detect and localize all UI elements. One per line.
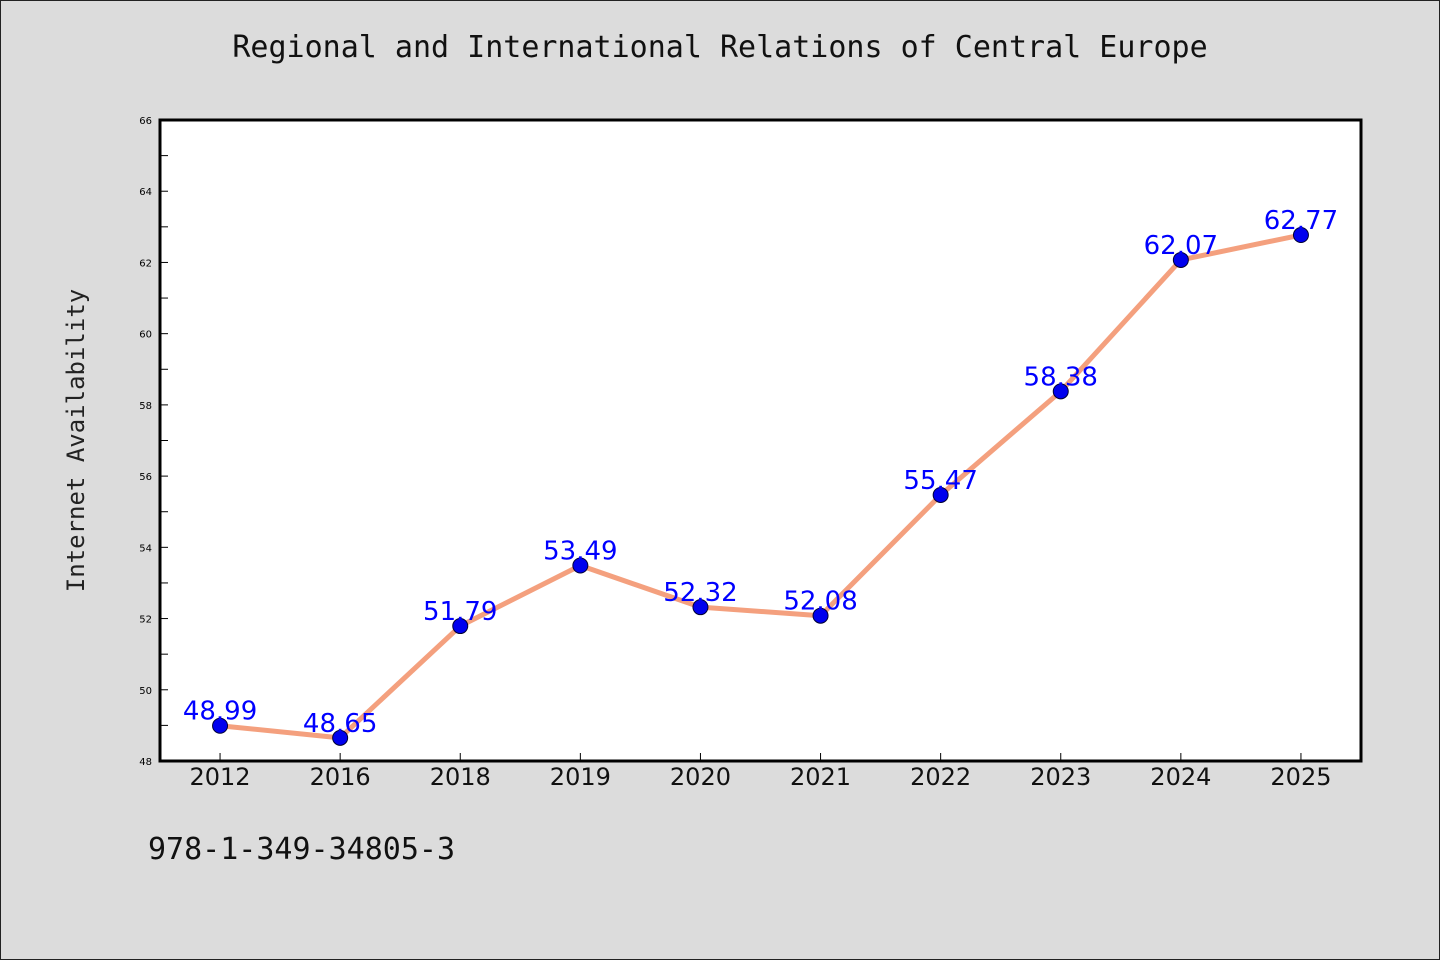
y-tick-label: 60 bbox=[139, 330, 152, 341]
y-tick-label: 64 bbox=[139, 187, 152, 198]
data-point bbox=[452, 618, 469, 635]
x-tick-label: 2020 bbox=[670, 763, 731, 791]
x-tick-label: 2019 bbox=[550, 763, 611, 791]
data-label: 51.79 bbox=[423, 597, 497, 627]
y-axis: 48 50 52 54 56 58 60 62 64 66 bbox=[139, 116, 168, 768]
data-point bbox=[1052, 383, 1069, 400]
data-label: 58.38 bbox=[1024, 362, 1098, 392]
data-label: 52.08 bbox=[783, 587, 857, 617]
data-label: 48.65 bbox=[303, 709, 377, 739]
data-label: 52.32 bbox=[663, 578, 737, 608]
data-point bbox=[812, 607, 829, 624]
x-tick-label: 2024 bbox=[1150, 763, 1211, 791]
data-point bbox=[1172, 251, 1189, 268]
data-label: 62.07 bbox=[1144, 231, 1218, 261]
y-tick-label: 48 bbox=[139, 757, 152, 768]
y-tick-label: 54 bbox=[139, 543, 152, 554]
plot-area bbox=[158, 118, 1363, 763]
data-point bbox=[692, 599, 709, 616]
y-tick-label: 56 bbox=[139, 472, 152, 483]
series-line-group bbox=[212, 227, 1309, 746]
x-tick-label: 2022 bbox=[910, 763, 971, 791]
y-axis-label: Internet Availability bbox=[62, 289, 90, 592]
x-tick-label: 2012 bbox=[190, 763, 251, 791]
x-tick-label: 2016 bbox=[310, 763, 371, 791]
y-tick-label: 66 bbox=[139, 116, 152, 127]
data-label: 53.49 bbox=[543, 536, 617, 566]
x-tick-label: 2023 bbox=[1030, 763, 1091, 791]
series-line bbox=[219, 232, 1302, 741]
data-point bbox=[572, 557, 589, 574]
data-label: 62.77 bbox=[1264, 206, 1338, 236]
data-label: 48.99 bbox=[183, 697, 257, 727]
y-tick-label: 58 bbox=[139, 401, 152, 412]
data-point bbox=[332, 729, 349, 746]
isbn-caption: 978-1-349-34805-3 bbox=[148, 832, 456, 867]
y-tick-label: 50 bbox=[139, 686, 152, 697]
y-tick-label: 52 bbox=[139, 615, 152, 626]
chart-title: Regional and International Relations of … bbox=[232, 30, 1208, 65]
x-tick-label: 2018 bbox=[430, 763, 491, 791]
data-point bbox=[212, 717, 229, 734]
data-point bbox=[1292, 227, 1309, 244]
y-tick-label: 62 bbox=[139, 258, 152, 269]
x-tick-label: 2025 bbox=[1270, 763, 1331, 791]
data-point bbox=[932, 486, 949, 503]
x-tick-label: 2021 bbox=[790, 763, 851, 791]
data-label: 55.47 bbox=[903, 466, 977, 496]
data-label-group: 48.99 48.65 51.79 53.49 52.32 52.08 55.47 58.38… bbox=[183, 206, 1338, 739]
x-axis: 2012 2016 2018 2019 2020 2021 2022 2023 2024 2025 bbox=[190, 753, 1331, 791]
